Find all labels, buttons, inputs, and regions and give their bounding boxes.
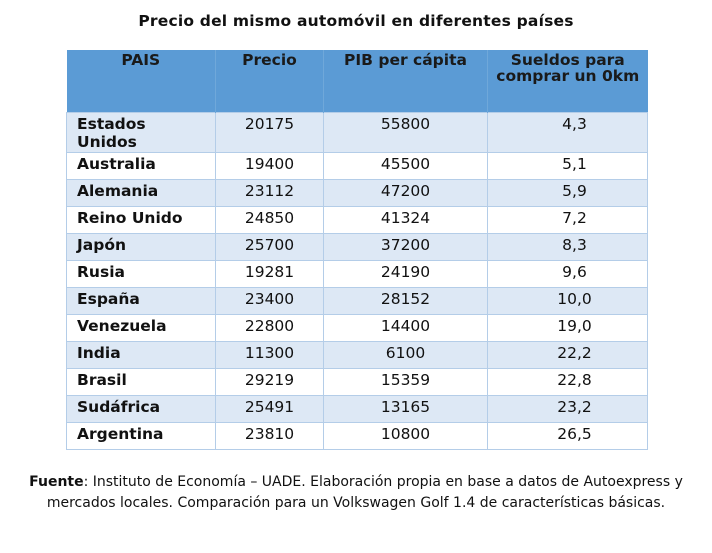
country-cell: Venezuela bbox=[66, 314, 216, 342]
country-cell: Brasil bbox=[66, 368, 216, 396]
price-cell: 25700 bbox=[215, 233, 324, 261]
country-cell: Sudáfrica bbox=[66, 395, 216, 423]
table-row: Argentina 23810 10800 26,5 bbox=[66, 422, 648, 450]
salaries-cell: 5,9 bbox=[487, 179, 648, 207]
gdp-per-capita-cell: 55800 bbox=[323, 112, 488, 153]
gdp-per-capita-cell: 15359 bbox=[323, 368, 488, 396]
footnote-label: Fuente bbox=[29, 474, 84, 490]
price-cell: 19281 bbox=[215, 260, 324, 288]
price-cell: 20175 bbox=[215, 112, 324, 153]
country-cell: España bbox=[66, 287, 216, 315]
column-header-sueldos: Sueldos para comprar un 0km bbox=[487, 50, 648, 113]
table-row: Estados Unidos 20175 55800 4,3 bbox=[66, 112, 648, 153]
price-cell: 23810 bbox=[215, 422, 324, 450]
table-header: PAIS Precio PIB per cápita Sueldos para … bbox=[66, 50, 648, 113]
salaries-cell: 22,8 bbox=[487, 368, 648, 396]
table-row: Rusia 19281 24190 9,6 bbox=[66, 260, 648, 288]
price-cell: 11300 bbox=[215, 341, 324, 369]
price-cell: 23112 bbox=[215, 179, 324, 207]
source-footnote: Fuente: Instituto de Economía – UADE. El… bbox=[24, 472, 688, 514]
salaries-cell: 23,2 bbox=[487, 395, 648, 423]
table-row: Australia 19400 45500 5,1 bbox=[66, 152, 648, 180]
price-cell: 25491 bbox=[215, 395, 324, 423]
table-row: España 23400 28152 10,0 bbox=[66, 287, 648, 315]
salaries-cell: 5,1 bbox=[487, 152, 648, 180]
salaries-cell: 8,3 bbox=[487, 233, 648, 261]
column-header-pais: PAIS bbox=[66, 50, 216, 113]
car-price-table: PAIS Precio PIB per cápita Sueldos para … bbox=[66, 50, 648, 450]
gdp-per-capita-cell: 41324 bbox=[323, 206, 488, 234]
country-cell: Alemania bbox=[66, 179, 216, 207]
gdp-per-capita-cell: 28152 bbox=[323, 287, 488, 315]
country-cell: Estados Unidos bbox=[66, 112, 216, 153]
footnote-text: : Instituto de Economía – UADE. Elaborac… bbox=[46, 474, 683, 511]
gdp-per-capita-cell: 45500 bbox=[323, 152, 488, 180]
column-header-pib: PIB per cápita bbox=[323, 50, 488, 113]
table-row: Venezuela 22800 14400 19,0 bbox=[66, 314, 648, 342]
gdp-per-capita-cell: 37200 bbox=[323, 233, 488, 261]
salaries-cell: 22,2 bbox=[487, 341, 648, 369]
gdp-per-capita-cell: 24190 bbox=[323, 260, 488, 288]
country-cell: Japón bbox=[66, 233, 216, 261]
price-cell: 23400 bbox=[215, 287, 324, 315]
country-cell: India bbox=[66, 341, 216, 369]
gdp-per-capita-cell: 10800 bbox=[323, 422, 488, 450]
table-row: Alemania 23112 47200 5,9 bbox=[66, 179, 648, 207]
table-body: Estados Unidos 20175 55800 4,3 Australia 1940… bbox=[66, 112, 648, 450]
gdp-per-capita-cell: 6100 bbox=[323, 341, 488, 369]
salaries-cell: 9,6 bbox=[487, 260, 648, 288]
salaries-cell: 26,5 bbox=[487, 422, 648, 450]
country-cell: Rusia bbox=[66, 260, 216, 288]
salaries-cell: 10,0 bbox=[487, 287, 648, 315]
country-cell: Argentina bbox=[66, 422, 216, 450]
price-cell: 22800 bbox=[215, 314, 324, 342]
salaries-cell: 19,0 bbox=[487, 314, 648, 342]
column-header-precio: Precio bbox=[215, 50, 324, 113]
salaries-cell: 7,2 bbox=[487, 206, 648, 234]
salaries-cell: 4,3 bbox=[487, 112, 648, 153]
table-row: India 11300 6100 22,2 bbox=[66, 341, 648, 369]
country-cell: Australia bbox=[66, 152, 216, 180]
table-row: Sudáfrica 25491 13165 23,2 bbox=[66, 395, 648, 423]
table-title: Precio del mismo automóvil en diferentes… bbox=[138, 12, 574, 30]
table-row: Japón 25700 37200 8,3 bbox=[66, 233, 648, 261]
gdp-per-capita-cell: 13165 bbox=[323, 395, 488, 423]
table-row: Brasil 29219 15359 22,8 bbox=[66, 368, 648, 396]
price-cell: 24850 bbox=[215, 206, 324, 234]
price-cell: 29219 bbox=[215, 368, 324, 396]
price-cell: 19400 bbox=[215, 152, 324, 180]
gdp-per-capita-cell: 14400 bbox=[323, 314, 488, 342]
header-row: PAIS Precio PIB per cápita Sueldos para … bbox=[66, 50, 648, 113]
country-cell: Reino Unido bbox=[66, 206, 216, 234]
gdp-per-capita-cell: 47200 bbox=[323, 179, 488, 207]
table-row: Reino Unido 24850 41324 7,2 bbox=[66, 206, 648, 234]
